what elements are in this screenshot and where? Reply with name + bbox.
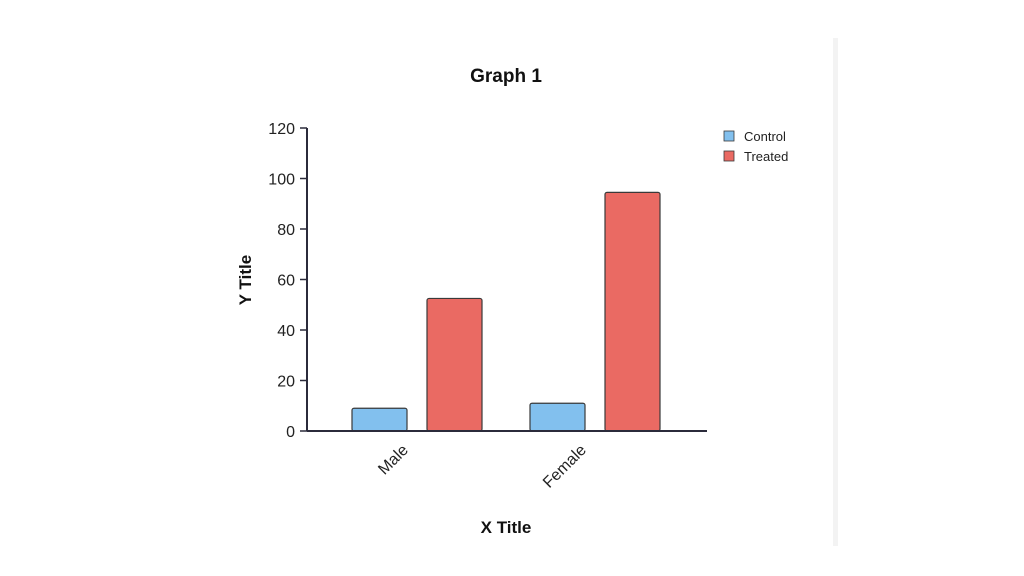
bar-control-female	[529, 402, 586, 432]
legend-swatch-control	[723, 130, 735, 142]
y-tick-label: 20	[277, 374, 295, 391]
x-category-label: Female	[540, 442, 590, 492]
legend: Control Treated	[723, 129, 788, 164]
y-tick-label: 40	[277, 323, 295, 340]
bar-control-male	[351, 407, 408, 432]
y-tick-label: 0	[286, 424, 295, 441]
y-tick-label: 80	[277, 222, 295, 239]
chart-title: Graph 1	[470, 66, 542, 87]
y-tick-label: 100	[268, 172, 295, 189]
bar-treated-male	[426, 297, 483, 432]
legend-label-control: Control	[744, 129, 786, 144]
y-axis-title: Y Title	[236, 255, 255, 305]
legend-label-treated: Treated	[744, 149, 788, 164]
plot-area: 0 20 40 60 80 100 120 Male Female	[268, 121, 707, 492]
y-tick-label: 120	[268, 121, 295, 138]
x-axis-title: X Title	[481, 518, 532, 537]
x-category-label: Male	[375, 442, 412, 479]
legend-swatch-treated	[723, 150, 735, 162]
panel-edge	[833, 38, 838, 546]
bar-treated-female	[604, 191, 661, 432]
y-tick-label: 60	[277, 273, 295, 290]
